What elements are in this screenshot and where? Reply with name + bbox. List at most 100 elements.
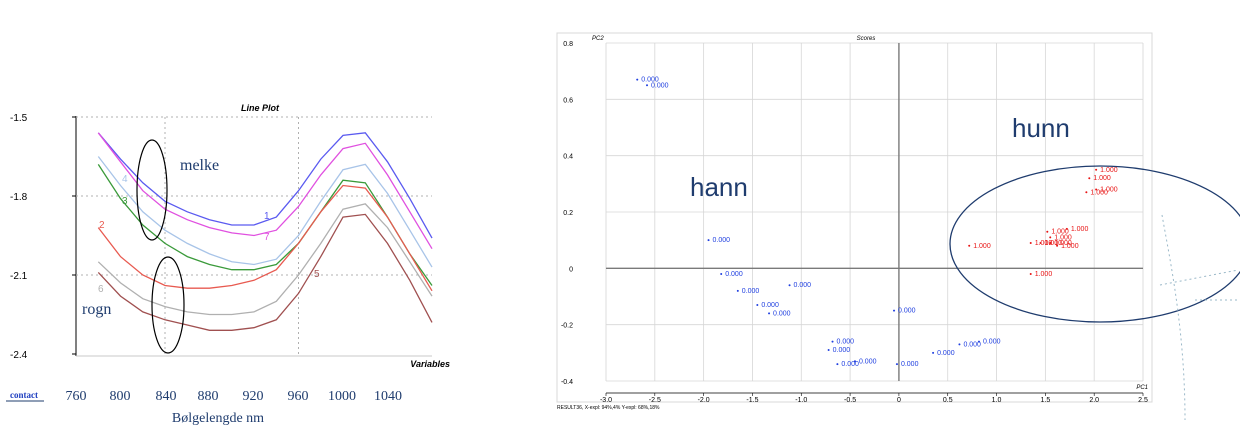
right-x-ticks: -3.0 -2.5 -2.0 -1.5 -1.0 -0.5 0 0.5 1.0 1.5 2.0 2.5	[600, 393, 1148, 404]
left-x-tick-label: 840	[156, 389, 177, 404]
score-point-0.000	[893, 309, 896, 312]
rogn-annotation: rogn	[82, 301, 111, 318]
series-line-1	[97, 132, 433, 239]
score-point-0.000	[636, 78, 639, 81]
score-point-0.000	[788, 284, 791, 287]
series-label-7: 7	[264, 232, 270, 243]
right-y-tick-label: 0.8	[563, 41, 573, 48]
left-x-tick-label: 1000	[328, 389, 356, 404]
score-point-1.000	[1085, 191, 1088, 194]
right-x-tick-label: 2.0	[1089, 397, 1099, 404]
pc1-label: PC1	[1136, 385, 1148, 391]
score-point-label: 0.000	[937, 350, 955, 357]
score-point-label: 0.000	[742, 288, 760, 295]
right-x-tick-label: -1.5	[746, 397, 758, 404]
left-y-ticks: -1.5 -1.8 -2.1 -2.4	[10, 113, 76, 361]
score-point-1.000	[1095, 188, 1098, 191]
series-label-2: 2	[99, 220, 105, 231]
score-point-1.000	[1065, 227, 1068, 230]
score-point-0.000	[707, 239, 710, 242]
right-grid	[605, 42, 1144, 382]
left-y-tick-label: -2.4	[10, 350, 28, 361]
left-grid	[76, 116, 432, 354]
score-point-label: 0.000	[773, 310, 791, 317]
rogn-ellipse	[151, 256, 185, 354]
hunn-ellipse	[949, 165, 1240, 323]
left-x-tick-label: 920	[243, 389, 264, 404]
right-x-tick-label: -0.5	[844, 397, 856, 404]
dotted-decoration	[1159, 214, 1239, 421]
right-x-tick-label: 2.5	[1138, 397, 1148, 404]
score-point-label: 1.000	[1051, 229, 1069, 236]
score-point-0.000	[958, 343, 961, 346]
left-y-tick-label: -1.8	[10, 192, 28, 203]
series-label-5: 5	[314, 269, 320, 280]
score-point-label: 1.000	[1100, 186, 1118, 193]
score-point-0.000	[836, 363, 839, 366]
scores-plot-chart: Scores PC2 0.8 0.6 0.4 0.2 0 -0.2 -0.4 -3.0 -2.…	[556, 32, 1240, 421]
right-x-tick-label: -2.0	[698, 397, 710, 404]
score-point-1.000	[1039, 241, 1042, 244]
score-point-label: 0.000	[898, 308, 916, 315]
score-point-label: 1.000	[1071, 226, 1089, 233]
right-x-tick-label: 1.5	[1040, 397, 1050, 404]
series-line-3	[97, 164, 433, 286]
left-y-tick-label: -1.5	[10, 113, 28, 124]
score-point-label: 0.000	[794, 282, 812, 289]
left-series-labels: 1 7 4 3 2 6 5	[98, 174, 320, 295]
score-point-1.000	[1029, 241, 1032, 244]
score-point-1.000	[1088, 177, 1091, 180]
right-y-tick-label: 0	[569, 266, 573, 273]
score-point-label: 0.000	[713, 237, 731, 244]
score-point-0.000	[646, 84, 649, 87]
series-label-1: 1	[264, 211, 270, 222]
left-x-tick-label: 960	[288, 389, 309, 404]
right-y-tick-label: 0.2	[563, 210, 573, 217]
series-line-4	[97, 156, 433, 268]
score-point-1.000	[1029, 272, 1032, 275]
hann-annotation: hann	[690, 172, 748, 202]
score-point-label: 0.000	[725, 271, 743, 278]
left-x-axis-title: Bølgelengde nm	[172, 411, 264, 425]
score-point-0.000	[768, 312, 771, 315]
score-point-label: 1.000	[1035, 271, 1053, 278]
pc2-label: PC2	[592, 36, 604, 42]
hunn-annotation: hunn	[1012, 113, 1070, 143]
score-point-label: 0.000	[859, 358, 877, 365]
right-x-tick-label: -2.5	[649, 397, 661, 404]
score-point-0.000	[977, 340, 980, 343]
score-point-label: 1.000	[1093, 175, 1111, 182]
score-point-0.000	[720, 272, 723, 275]
score-point-label: 1.000	[1054, 234, 1072, 241]
contact-label: contact	[10, 390, 38, 400]
series-line-7	[97, 132, 433, 250]
melke-annotation: melke	[180, 157, 219, 174]
score-point-label: 0.000	[651, 82, 669, 89]
series-label-3: 3	[122, 196, 128, 207]
right-y-tick-label: 0.4	[563, 154, 573, 161]
score-point-label: 0.000	[901, 361, 919, 368]
scores-title: Scores	[857, 36, 876, 42]
variables-label: Variables	[410, 359, 450, 369]
right-y-tick-label: 0.6	[563, 97, 573, 104]
right-y-ticks: 0.8 0.6 0.4 0.2 0 -0.2 -0.4	[561, 41, 573, 386]
series-line-5	[97, 213, 433, 331]
series-line-6	[97, 203, 433, 316]
score-point-label: 0.000	[963, 341, 981, 348]
score-point-label: 0.000	[837, 339, 855, 346]
right-x-tick-label: -1.0	[795, 397, 807, 404]
right-axes	[606, 43, 1143, 394]
right-x-tick-label: 0.5	[943, 397, 953, 404]
score-point-0.000	[736, 289, 739, 292]
score-point-0.000	[756, 303, 759, 306]
score-point-label: 1.000	[973, 243, 991, 250]
score-point-1.000	[1095, 168, 1098, 171]
score-point-label: 1.000	[1061, 243, 1079, 250]
score-point-label: 1.000	[1044, 240, 1062, 247]
score-point-0.000	[932, 351, 935, 354]
right-points: 0.0000.0000.0000.0000.0000.0000.0000.000…	[636, 77, 1118, 368]
score-point-1.000	[1049, 236, 1052, 239]
right-x-tick-label: 1.0	[992, 397, 1002, 404]
score-point-label: 0.000	[833, 347, 851, 354]
